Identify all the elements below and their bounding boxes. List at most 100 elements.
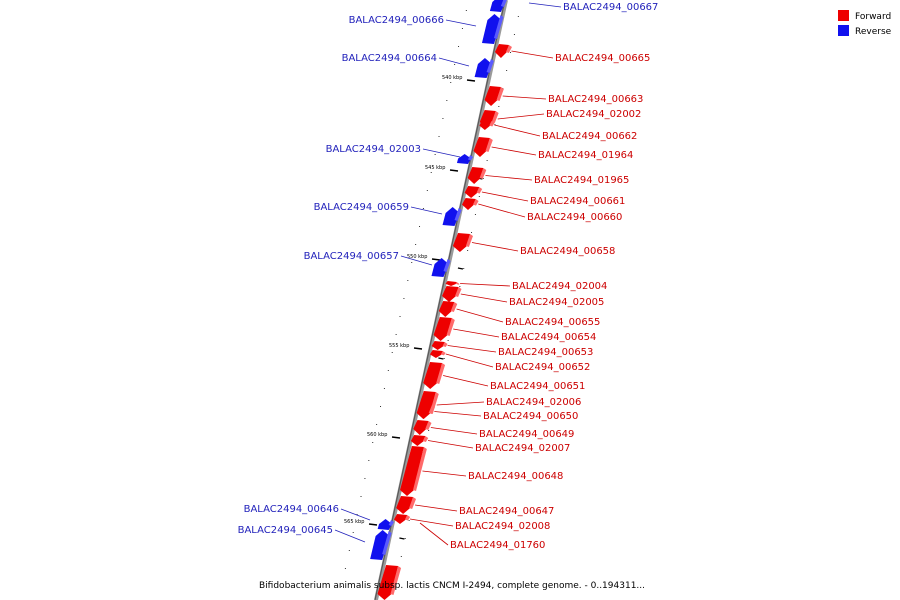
forward-gene[interactable] (464, 186, 480, 198)
forward-gene[interactable] (445, 281, 457, 286)
forward-gene[interactable] (479, 120, 492, 130)
reverse-gene[interactable] (431, 258, 449, 277)
gene-label[interactable]: BALAC2494_02005 (509, 297, 604, 308)
gene-label[interactable]: BALAC2494_00651 (490, 381, 585, 392)
scale-dot (459, 286, 461, 287)
label-leader-line (436, 401, 485, 406)
gene-label[interactable]: BALAC2494_00653 (498, 347, 593, 358)
forward-gene[interactable] (452, 233, 471, 252)
gene-label[interactable]: BALAC2494_00649 (479, 429, 574, 440)
scale-dot (356, 514, 358, 515)
reverse-gene[interactable] (377, 519, 393, 530)
label-leader-line (471, 242, 519, 252)
gene-label[interactable]: BALAC2494_01760 (450, 540, 545, 551)
scale-dot (403, 298, 405, 299)
label-leader-line (443, 375, 489, 387)
forward-gene[interactable] (429, 350, 443, 358)
gene-label[interactable]: BALAC2494_01965 (534, 175, 629, 186)
gene-shade (382, 531, 392, 555)
gene-label[interactable]: BALAC2494_00661 (530, 196, 625, 207)
gene-label[interactable]: BALAC2494_00654 (501, 332, 596, 343)
gene-label[interactable]: BALAC2494_00645 (238, 525, 333, 536)
gene-label[interactable]: BALAC2494_00655 (505, 317, 600, 328)
scale-dot (408, 520, 410, 521)
gene-label[interactable]: BALAC2494_00662 (542, 131, 637, 142)
gene-label[interactable]: BALAC2494_00663 (548, 94, 643, 105)
gene-label[interactable]: BALAC2494_00650 (483, 411, 578, 422)
label-leader-line (430, 427, 478, 435)
scale-dot (446, 100, 448, 101)
forward-gene[interactable] (473, 137, 490, 157)
label-leader-line (528, 2, 562, 8)
gene-label[interactable]: BALAC2494_02003 (326, 144, 421, 155)
scale-dot (391, 352, 393, 353)
gene-label[interactable]: BALAC2494_02006 (486, 397, 581, 408)
gene-shade (486, 59, 494, 73)
reverse-gene[interactable] (456, 154, 472, 164)
gene-shade (443, 259, 451, 272)
label-leader-line (422, 148, 461, 158)
gene-label[interactable]: BALAC2494_02008 (455, 521, 550, 532)
reverse-gene[interactable] (370, 530, 390, 560)
gene-label[interactable]: BALAC2494_00657 (304, 251, 399, 262)
scale-dot (430, 172, 432, 173)
forward-gene[interactable] (393, 514, 408, 524)
forward-gene[interactable] (400, 446, 424, 496)
label-leader-line (400, 255, 433, 266)
forward-gene[interactable] (396, 496, 414, 514)
reverse-gene[interactable] (474, 58, 492, 78)
scale-dot (348, 550, 350, 551)
gene-label[interactable]: BALAC2494_00659 (314, 202, 409, 213)
gene-label[interactable]: BALAC2494_00665 (555, 53, 650, 64)
label-leader-line (460, 293, 508, 303)
gene-label[interactable]: BALAC2494_02004 (512, 281, 607, 292)
forward-gene[interactable] (410, 435, 426, 446)
forward-gene[interactable] (461, 198, 476, 210)
gene-label[interactable]: BALAC2494_00660 (527, 212, 622, 223)
scale-tick-label: 560 kbp (367, 432, 387, 438)
forward-gene[interactable] (438, 301, 455, 317)
scale-dot (474, 214, 476, 215)
reverse-gene[interactable] (442, 207, 460, 226)
label-leader-line (497, 113, 545, 120)
forward-gene[interactable] (494, 44, 509, 58)
scale-dot (380, 406, 382, 407)
scale-dot (463, 268, 465, 269)
gene-shade (442, 342, 448, 347)
scale-dot (517, 16, 519, 17)
gene-label[interactable]: BALAC2494_00658 (520, 246, 615, 257)
forward-gene[interactable] (413, 420, 429, 435)
forward-gene[interactable] (431, 341, 445, 350)
reverse-gene[interactable] (489, 0, 506, 12)
scale-dot (494, 124, 496, 125)
forward-gene[interactable] (442, 286, 459, 302)
gene-label[interactable]: BALAC2494_00664 (342, 53, 437, 64)
gene-label[interactable]: BALAC2494_00646 (244, 504, 339, 515)
gene-shade (455, 287, 462, 297)
forward-gene[interactable] (377, 565, 399, 600)
forward-gene[interactable] (484, 86, 501, 106)
label-leader-line (334, 529, 366, 543)
gene-label[interactable]: BALAC2494_00667 (563, 2, 658, 13)
scale-dot (400, 556, 402, 557)
forward-gene[interactable] (416, 404, 432, 419)
gene-shade (388, 520, 395, 527)
scale-dot (428, 430, 430, 431)
scale-dot (415, 244, 417, 245)
gene-label[interactable]: BALAC2494_02007 (475, 443, 570, 454)
reverse-gene[interactable] (481, 14, 502, 44)
forward-gene[interactable] (467, 167, 484, 184)
label-leader-line (485, 175, 533, 181)
gene-shade (422, 436, 429, 443)
gene-label[interactable]: BALAC2494_00647 (459, 506, 554, 517)
legend-reverse-label: Reverse (855, 27, 892, 37)
gene-label[interactable]: BALAC2494_01964 (538, 150, 633, 161)
gene-label[interactable]: BALAC2494_00652 (495, 362, 590, 373)
gene-label[interactable]: BALAC2494_00648 (468, 471, 563, 482)
gene-shade (476, 187, 483, 194)
gene-label[interactable]: BALAC2494_00666 (349, 15, 444, 26)
scale-dot (443, 358, 445, 359)
gene-label[interactable]: BALAC2494_02002 (546, 109, 641, 120)
label-leader-line (340, 508, 371, 521)
